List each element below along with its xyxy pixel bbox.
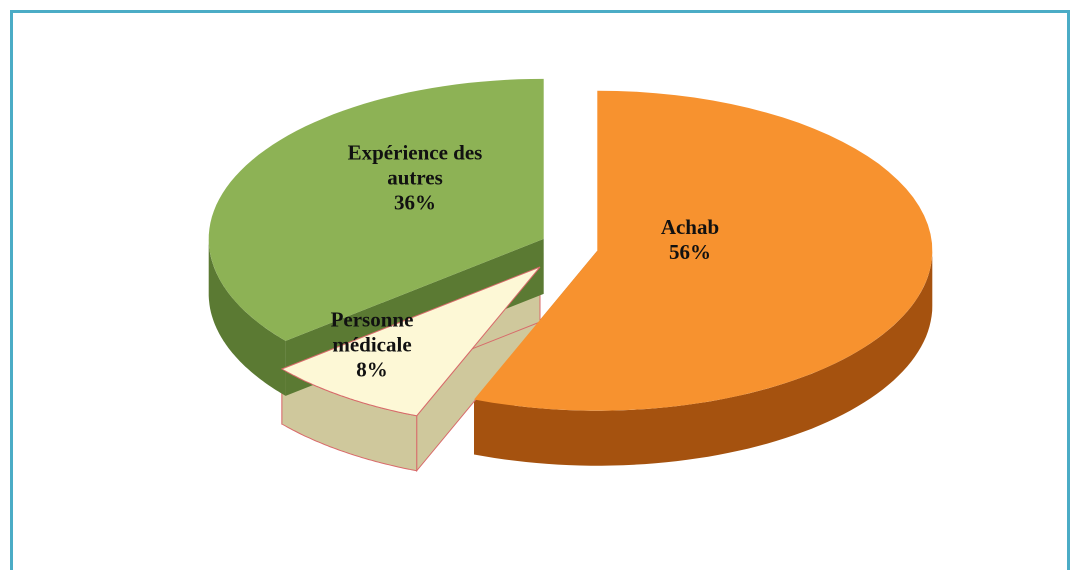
category-label: Achab bbox=[660, 215, 720, 239]
category-label: Personne médicale bbox=[330, 307, 414, 357]
value-label: 56% bbox=[669, 240, 711, 264]
slice-side bbox=[208, 238, 286, 396]
slice bbox=[280, 266, 541, 417]
category-label: Expérience des autres bbox=[347, 140, 483, 190]
frame bbox=[10, 10, 1070, 570]
data-label: Expérience des autres 36% bbox=[320, 141, 510, 216]
value-label: 8% bbox=[356, 357, 388, 382]
data-label: Personne médicale 8% bbox=[307, 308, 437, 383]
data-label: Achab 56% bbox=[620, 215, 760, 265]
slice bbox=[474, 90, 933, 411]
slice bbox=[208, 78, 544, 341]
slice-side bbox=[474, 250, 933, 466]
value-label: 36% bbox=[394, 190, 436, 215]
